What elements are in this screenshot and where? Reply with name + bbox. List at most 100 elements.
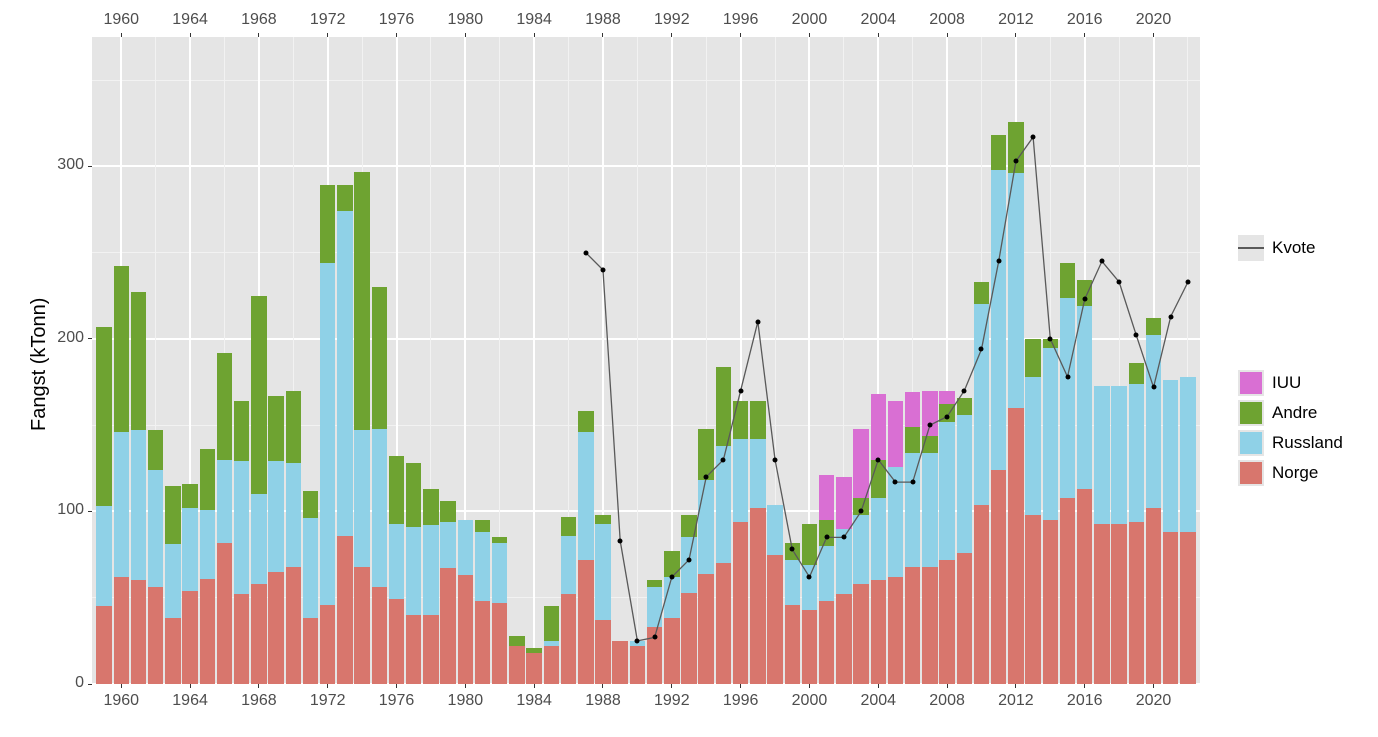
bar-andre: [1025, 339, 1040, 377]
kvote-point: [721, 457, 726, 462]
bar-russland: [716, 446, 731, 563]
xtick-mark: [947, 33, 948, 37]
bar-russland: [664, 577, 679, 618]
bar-andre: [286, 391, 301, 463]
xtick-bottom: 1980: [445, 692, 485, 710]
bar-russland: [286, 463, 301, 567]
kvote-point: [687, 557, 692, 562]
bar-andre: [595, 515, 610, 524]
bar-norge: [1060, 498, 1075, 684]
kvote-point: [962, 388, 967, 393]
bar-norge: [475, 601, 490, 684]
kvote-point: [618, 538, 623, 543]
bar-iuu: [888, 401, 903, 467]
bar-russland: [148, 470, 163, 587]
xtick-mark: [121, 684, 122, 688]
ytick-mark: [88, 338, 92, 339]
bar-andre: [440, 501, 455, 522]
bar-norge: [630, 646, 645, 684]
kvote-point: [1065, 374, 1070, 379]
legend-label: Andre: [1272, 403, 1317, 423]
xtick-mark: [258, 684, 259, 688]
bar-norge: [578, 560, 593, 684]
ytick-mark: [88, 166, 92, 167]
kvote-point: [945, 414, 950, 419]
xtick-mark: [534, 684, 535, 688]
bar-iuu: [819, 475, 834, 520]
bar-norge: [1163, 532, 1178, 684]
bar-norge: [836, 594, 851, 684]
xtick-mark: [947, 684, 948, 688]
xtick-mark: [1153, 684, 1154, 688]
bar-norge: [423, 615, 438, 684]
bar-norge: [320, 605, 335, 684]
kvote-point: [979, 347, 984, 352]
bar-norge: [612, 641, 627, 684]
xtick-bottom: 1984: [514, 692, 554, 710]
kvote-point: [841, 535, 846, 540]
bar-norge: [561, 594, 576, 684]
ytick-mark: [88, 511, 92, 512]
bar-andre: [526, 648, 541, 653]
xtick-top: 1984: [514, 11, 554, 29]
xtick-mark: [809, 684, 810, 688]
legend-fill: IUUAndreRusslandNorge: [1238, 370, 1343, 490]
bar-andre: [991, 135, 1006, 170]
bar-norge: [1025, 515, 1040, 684]
bar-russland: [785, 560, 800, 605]
bar-norge: [389, 599, 404, 684]
y-axis-label: Fangst (kTonn): [28, 297, 51, 430]
bar-russland: [165, 544, 180, 618]
bar-andre: [1060, 263, 1075, 298]
bar-andre: [320, 185, 335, 263]
xtick-bottom: 2016: [1065, 692, 1105, 710]
kvote-point: [1134, 333, 1139, 338]
xtick-bottom: 1964: [170, 692, 210, 710]
legend-line: Kvote: [1238, 235, 1315, 265]
bar-norge: [544, 646, 559, 684]
bar-norge: [354, 567, 369, 684]
bar-russland: [681, 537, 696, 592]
xtick-mark: [327, 33, 328, 37]
bar-norge: [922, 567, 937, 684]
bar-russland: [320, 263, 335, 605]
bar-russland: [389, 524, 404, 600]
bar-norge: [664, 618, 679, 684]
ytick-mark: [88, 684, 92, 685]
bar-russland: [905, 453, 920, 567]
xtick-mark: [740, 33, 741, 37]
bar-norge: [458, 575, 473, 684]
bar-russland: [303, 518, 318, 618]
bar-andre: [354, 172, 369, 431]
bar-russland: [114, 432, 129, 577]
xtick-top: 2016: [1065, 11, 1105, 29]
xtick-mark: [1153, 33, 1154, 37]
bar-norge: [131, 580, 146, 684]
xtick-top: 2008: [927, 11, 967, 29]
bar-norge: [681, 593, 696, 684]
bar-russland: [819, 546, 834, 601]
xtick-mark: [190, 33, 191, 37]
legend-key: [1238, 460, 1264, 486]
bar-russland: [1163, 380, 1178, 532]
kvote-point: [1013, 159, 1018, 164]
xtick-top: 1968: [239, 11, 279, 29]
bar-russland: [698, 480, 713, 573]
ytick: 200: [57, 329, 84, 347]
kvote-point: [1099, 259, 1104, 264]
bar-iuu: [853, 429, 868, 498]
bar-russland: [647, 587, 662, 627]
bar-norge: [217, 543, 232, 684]
bar-norge: [1111, 524, 1126, 684]
bar-norge: [148, 587, 163, 684]
xtick-top: 1996: [721, 11, 761, 29]
bar-norge: [785, 605, 800, 684]
xtick-bottom: 2020: [1134, 692, 1174, 710]
bar-russland: [492, 543, 507, 603]
bar-russland: [372, 429, 387, 588]
bar-russland: [354, 430, 369, 566]
bar-andre: [165, 486, 180, 545]
bar-andre: [475, 520, 490, 532]
bar-andre: [957, 398, 972, 415]
bar-andre: [750, 401, 765, 439]
